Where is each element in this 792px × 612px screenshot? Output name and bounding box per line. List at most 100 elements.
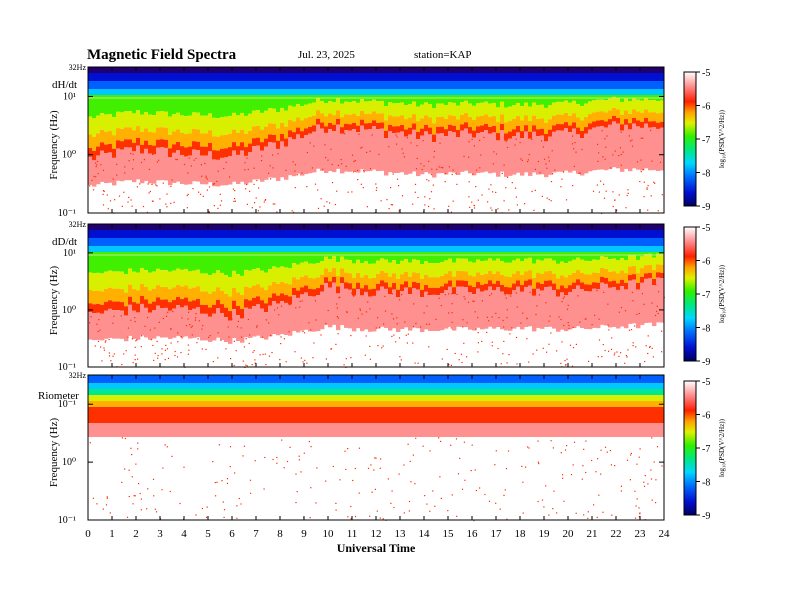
spectrogram-speckle (357, 179, 359, 181)
spectrogram-cell (376, 395, 381, 401)
spectrogram-cell (96, 238, 101, 246)
spectrogram-cell (564, 67, 569, 73)
spectrogram-cell (208, 389, 213, 395)
spectrogram-cell (376, 375, 381, 383)
spectrogram-cell (540, 401, 545, 407)
spectrogram-cell (116, 73, 121, 81)
spectrogram-cell (480, 261, 485, 275)
spectrogram-speckle (188, 311, 190, 313)
spectrogram-cell (644, 95, 649, 99)
spectrogram-cell (256, 246, 261, 252)
spectrogram-cell (324, 375, 329, 383)
spectrogram-cell (392, 81, 397, 89)
spectrogram-cell (204, 95, 209, 116)
spectrogram-cell (384, 224, 389, 230)
spectrogram-cell (640, 268, 645, 277)
spectrogram-cell (268, 401, 273, 407)
spectrogram-cell (588, 123, 593, 130)
spectrogram-cell (620, 114, 625, 125)
spectrogram-cell (488, 401, 493, 407)
spectrogram-speckle (264, 456, 266, 459)
spectrogram-speckle (477, 332, 479, 334)
spectrogram-cell (224, 95, 229, 117)
spectrogram-cell (500, 123, 505, 131)
spectrogram-speckle (336, 316, 338, 318)
spectrogram-cell (304, 252, 309, 262)
spectrogram-cell (568, 401, 573, 407)
spectrogram-cell (332, 124, 337, 132)
spectrogram-cell (636, 252, 641, 261)
spectrogram-cell (480, 132, 485, 173)
spectrogram-cell (604, 100, 609, 113)
spectrogram-cell (240, 275, 245, 295)
spectrogram-speckle (134, 317, 136, 319)
spectrogram-cell (332, 282, 337, 325)
spectrogram-cell (208, 316, 213, 342)
spectrogram-speckle (335, 343, 337, 345)
spectrogram-cell (584, 89, 589, 95)
spectrogram-speckle (420, 326, 422, 328)
spectrogram-cell (88, 147, 93, 157)
spectrogram-cell (480, 375, 485, 383)
spectrogram-cell (440, 230, 445, 238)
spectrogram-cell (624, 423, 629, 437)
spectrogram-speckle (643, 196, 645, 198)
spectrogram-cell (132, 289, 137, 303)
spectrogram-cell (556, 252, 561, 264)
spectrogram-cell (628, 275, 633, 281)
spectrogram-cell (208, 246, 213, 252)
spectrogram-speckle (502, 353, 504, 355)
spectrogram-cell (388, 246, 393, 252)
spectrogram-cell (640, 89, 645, 95)
spectrogram-cell (448, 395, 453, 401)
spectrogram-cell (284, 73, 289, 81)
spectrogram-speckle (479, 139, 481, 141)
spectrogram-cell (384, 106, 389, 121)
spectrogram-cell (336, 224, 341, 230)
spectrogram-speckle (339, 479, 341, 481)
spectrogram-cell (540, 274, 545, 285)
spectrogram-cell (112, 395, 117, 401)
spectrogram-speckle (426, 323, 428, 325)
spectrogram-speckle (231, 318, 233, 320)
colorbar (683, 226, 697, 362)
spectrogram-cell (348, 73, 353, 81)
spectrogram-cell (444, 273, 449, 284)
spectrogram-speckle (627, 189, 629, 191)
spectrogram-cell (608, 389, 613, 395)
spectrogram-cell (408, 423, 413, 437)
spectrogram-cell (616, 98, 621, 110)
spectrogram-cell (560, 252, 565, 262)
spectrogram-cell (104, 246, 109, 252)
spectrogram-cell (540, 375, 545, 383)
spectrogram-cell (304, 261, 309, 276)
spectrogram-cell (536, 375, 541, 383)
spectrogram-cell (276, 407, 281, 423)
spectrogram-cell (384, 252, 389, 260)
spectrogram-cell (408, 89, 413, 95)
spectrogram-cell (556, 375, 561, 383)
spectrogram-cell (616, 283, 621, 290)
spectrogram-cell (148, 73, 153, 81)
spectrogram-speckle (249, 334, 251, 336)
spectrogram-cell (344, 224, 349, 230)
spectrogram-cell (140, 401, 145, 407)
spectrogram-speckle (650, 469, 652, 471)
spectrogram-cell (316, 401, 321, 407)
spectrogram-cell (180, 115, 185, 133)
spectrogram-cell (624, 289, 629, 329)
spectrogram-cell (332, 230, 337, 238)
spectrogram-cell (368, 278, 373, 290)
spectrogram-cell (364, 224, 369, 230)
spectrogram-cell (400, 252, 405, 261)
spectrogram-cell (368, 81, 373, 89)
spectrogram-cell (520, 407, 525, 423)
spectrogram-cell (384, 423, 389, 437)
spectrogram-cell (648, 253, 653, 265)
spectrogram-cell (192, 389, 197, 395)
spectrogram-cell (432, 294, 437, 331)
spectrogram-cell (388, 73, 393, 81)
spectrogram-cell (112, 73, 117, 81)
spectrogram-cell (296, 297, 301, 333)
spectrogram-cell (364, 113, 369, 124)
